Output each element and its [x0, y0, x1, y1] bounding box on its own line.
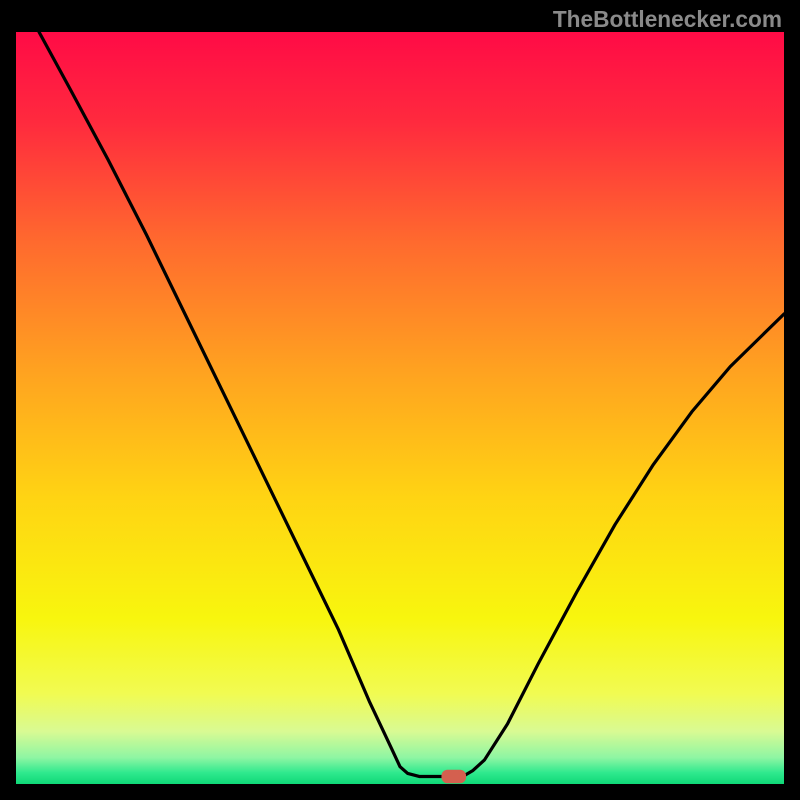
chart-svg: [16, 32, 784, 784]
chart-background: [16, 32, 784, 784]
optimum-marker: [441, 770, 466, 784]
plot-area: [16, 32, 784, 784]
watermark-text: TheBottlenecker.com: [553, 6, 782, 33]
outer-frame: TheBottlenecker.com: [0, 0, 800, 800]
